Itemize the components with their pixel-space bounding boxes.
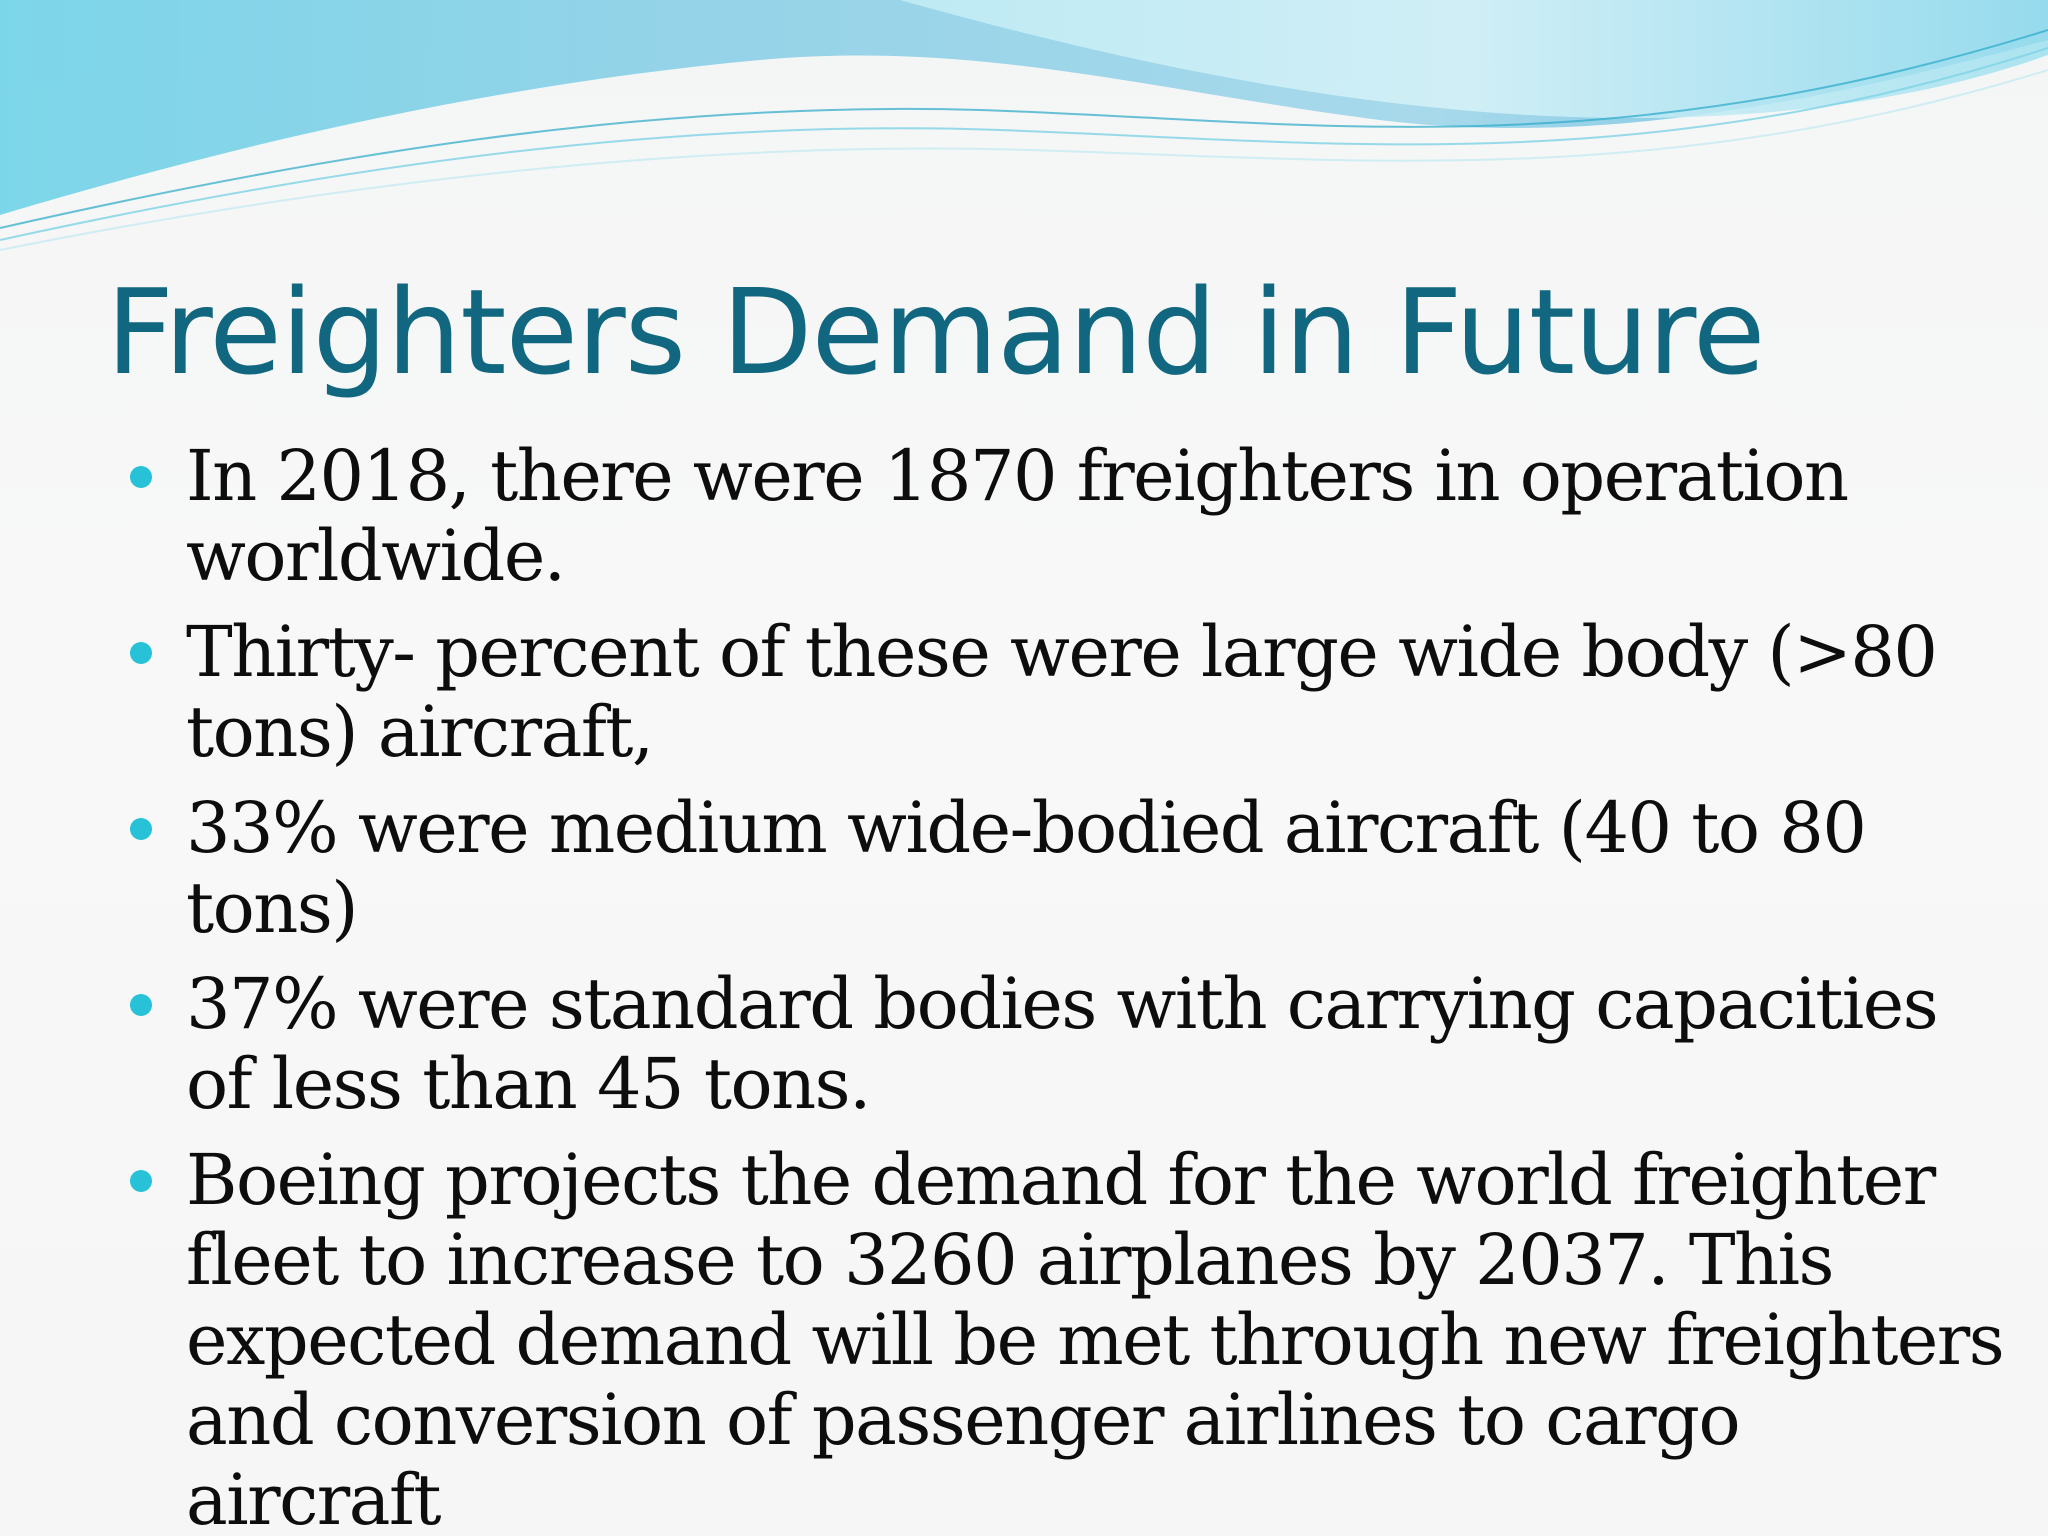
bullet-item: 37% were standard bodies with carrying c… xyxy=(130,964,2010,1124)
slide-title: Freighters Demand in Future xyxy=(106,263,1765,401)
bullet-dot-icon xyxy=(130,818,152,840)
bullet-text: 33% were medium wide-bodied aircraft (40… xyxy=(186,787,1867,949)
bullet-text: In 2018, there were 1870 freighters in o… xyxy=(186,435,1849,597)
bullet-dot-icon xyxy=(130,994,152,1016)
bullet-text: 37% were standard bodies with carrying c… xyxy=(186,963,1939,1125)
bullet-item: Boeing projects the demand for the world… xyxy=(130,1140,2010,1536)
bullet-item: In 2018, there were 1870 freighters in o… xyxy=(130,436,2010,596)
bullet-dot-icon xyxy=(130,466,152,488)
bullet-text: Thirty- percent of these were large wide… xyxy=(186,611,1938,773)
bullet-item: 33% were medium wide-bodied aircraft (40… xyxy=(130,788,2010,948)
header-wave-decoration xyxy=(0,0,2048,251)
bullet-list: In 2018, there were 1870 freighters in o… xyxy=(130,436,2010,1536)
bullet-item: Thirty- percent of these were large wide… xyxy=(130,612,2010,772)
bullet-dot-icon xyxy=(130,642,152,664)
bullet-text: Boeing projects the demand for the world… xyxy=(186,1139,2005,1536)
bullet-dot-icon xyxy=(130,1170,152,1192)
